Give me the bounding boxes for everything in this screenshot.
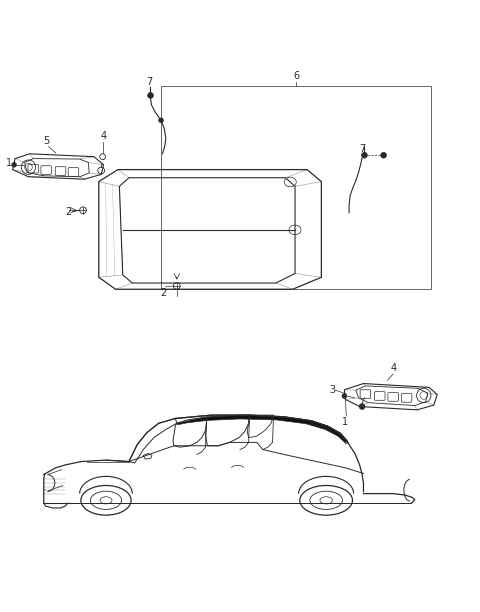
- Text: 5: 5: [43, 136, 49, 146]
- Circle shape: [148, 92, 154, 99]
- Bar: [161, 86, 432, 289]
- Circle shape: [12, 162, 16, 167]
- Circle shape: [381, 152, 386, 158]
- Circle shape: [342, 394, 347, 398]
- Text: 7: 7: [146, 76, 152, 87]
- Text: 2: 2: [160, 288, 167, 298]
- Text: 1: 1: [342, 417, 348, 427]
- Text: 3: 3: [330, 385, 336, 395]
- Text: 4: 4: [390, 363, 396, 373]
- Text: 6: 6: [293, 71, 299, 81]
- Circle shape: [359, 404, 365, 409]
- Polygon shape: [177, 415, 348, 442]
- Circle shape: [361, 152, 367, 158]
- Text: 4: 4: [100, 131, 107, 141]
- Circle shape: [158, 118, 163, 122]
- Text: 1: 1: [5, 159, 12, 168]
- Text: 2: 2: [65, 207, 72, 217]
- Text: 7: 7: [359, 144, 365, 154]
